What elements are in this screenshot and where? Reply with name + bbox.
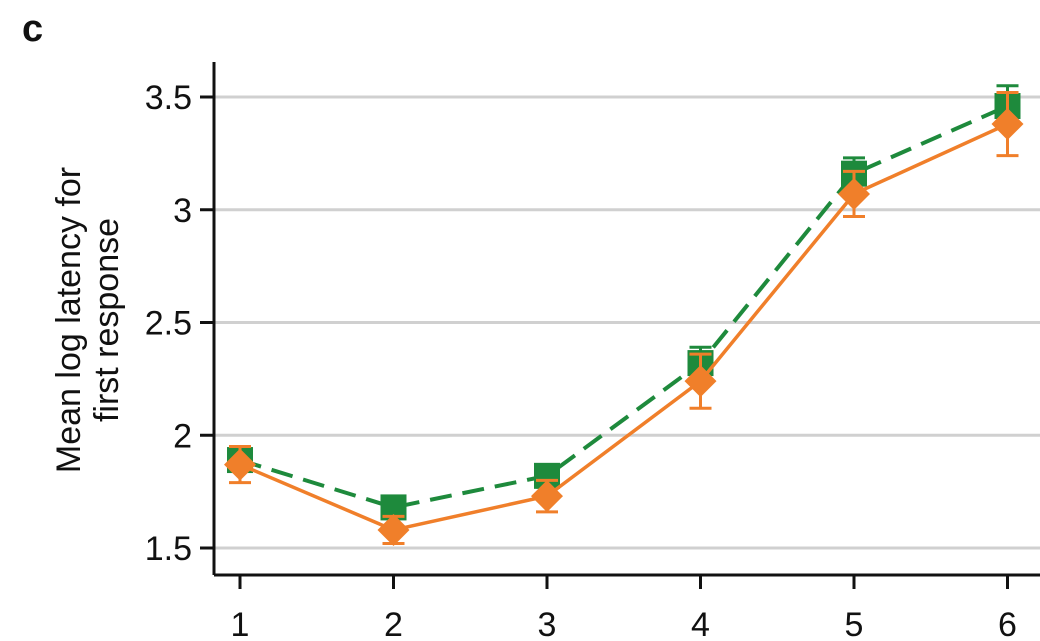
series-line [239, 122, 1009, 532]
x-tick-label: 3 [538, 606, 557, 641]
y-tick-label: 2 [173, 417, 192, 455]
x-tick-label: 6 [998, 606, 1017, 641]
y-tick-label: 2.5 [145, 305, 192, 343]
x-tick-label: 1 [231, 606, 250, 641]
diamond-marker [531, 480, 563, 513]
series-line [239, 104, 1009, 510]
y-axis-title: Mean log latency forfirst response [50, 167, 126, 473]
y-tick-label: 3.5 [145, 79, 192, 117]
y-tick-label: 1.5 [145, 530, 192, 568]
panel-label: c [22, 8, 44, 50]
y-axis-title-line: Mean log latency for [50, 167, 88, 473]
x-tick-label: 5 [845, 606, 864, 641]
diamond-marker [377, 513, 410, 546]
x-tick-label: 2 [384, 606, 403, 641]
diamond-marker [838, 177, 870, 210]
x-tick-label: 4 [691, 606, 710, 641]
diamond-marker [224, 448, 256, 481]
diamond-marker [991, 108, 1024, 141]
y-tick-label: 3 [173, 192, 192, 230]
y-axis-title-line: first response [88, 218, 126, 422]
diamond-marker [684, 365, 717, 398]
